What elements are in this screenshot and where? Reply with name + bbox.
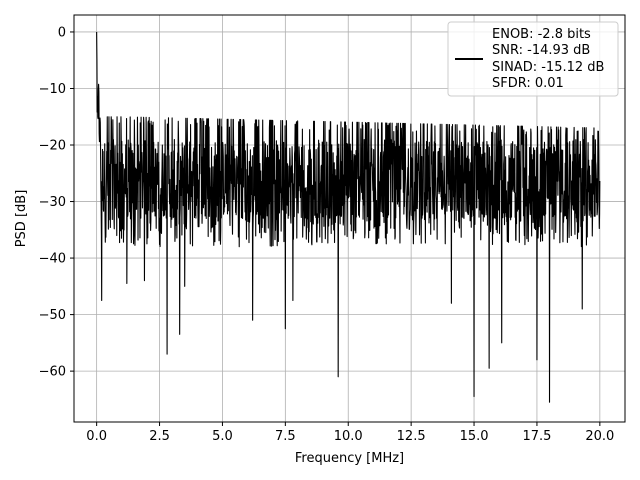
- y-tick-label: −40: [39, 252, 66, 267]
- x-tick-label: 10.0: [334, 429, 363, 444]
- y-axis-ticks: 0 −10 −20 −30 −40 −50 −60: [39, 25, 74, 380]
- y-tick-label: −20: [39, 139, 66, 154]
- x-tick-label: 0.0: [86, 429, 107, 444]
- y-axis-label: PSD [dB]: [14, 190, 29, 248]
- legend: ENOB: -2.8 bits SNR: -14.93 dB SINAD: -1…: [447, 21, 619, 97]
- legend-text-snr: SNR: -14.93 dB: [492, 43, 590, 58]
- x-tick-label: 5.0: [212, 429, 233, 444]
- y-tick-label: −50: [39, 308, 66, 323]
- legend-text-sinad: SINAD: -15.12 dB: [492, 60, 604, 75]
- x-tick-label: 2.5: [149, 429, 170, 444]
- legend-text-enob: ENOB: -2.8 bits: [492, 27, 591, 42]
- x-tick-label: 7.5: [275, 429, 296, 444]
- legend-text-sfdr: SFDR: 0.01: [492, 76, 564, 91]
- x-axis-ticks: 0.0 2.5 5.0 7.5 10.0 12.5 15.0 17.5 20.0: [86, 422, 614, 444]
- x-tick-label: 12.5: [397, 429, 426, 444]
- x-axis-label: Frequency [MHz]: [295, 451, 404, 466]
- spectrum-series: [96, 31, 601, 403]
- plot-frame: [73, 14, 626, 423]
- legend-box: [447, 21, 619, 97]
- x-tick-label: 20.0: [585, 429, 614, 444]
- y-tick-label: 0: [58, 25, 66, 40]
- x-tick-label: 15.0: [460, 429, 489, 444]
- y-tick-label: −60: [39, 365, 66, 380]
- spectrum-line: [96, 31, 601, 403]
- y-tick-label: −30: [39, 195, 66, 210]
- x-tick-label: 17.5: [522, 429, 551, 444]
- y-tick-label: −10: [39, 82, 66, 97]
